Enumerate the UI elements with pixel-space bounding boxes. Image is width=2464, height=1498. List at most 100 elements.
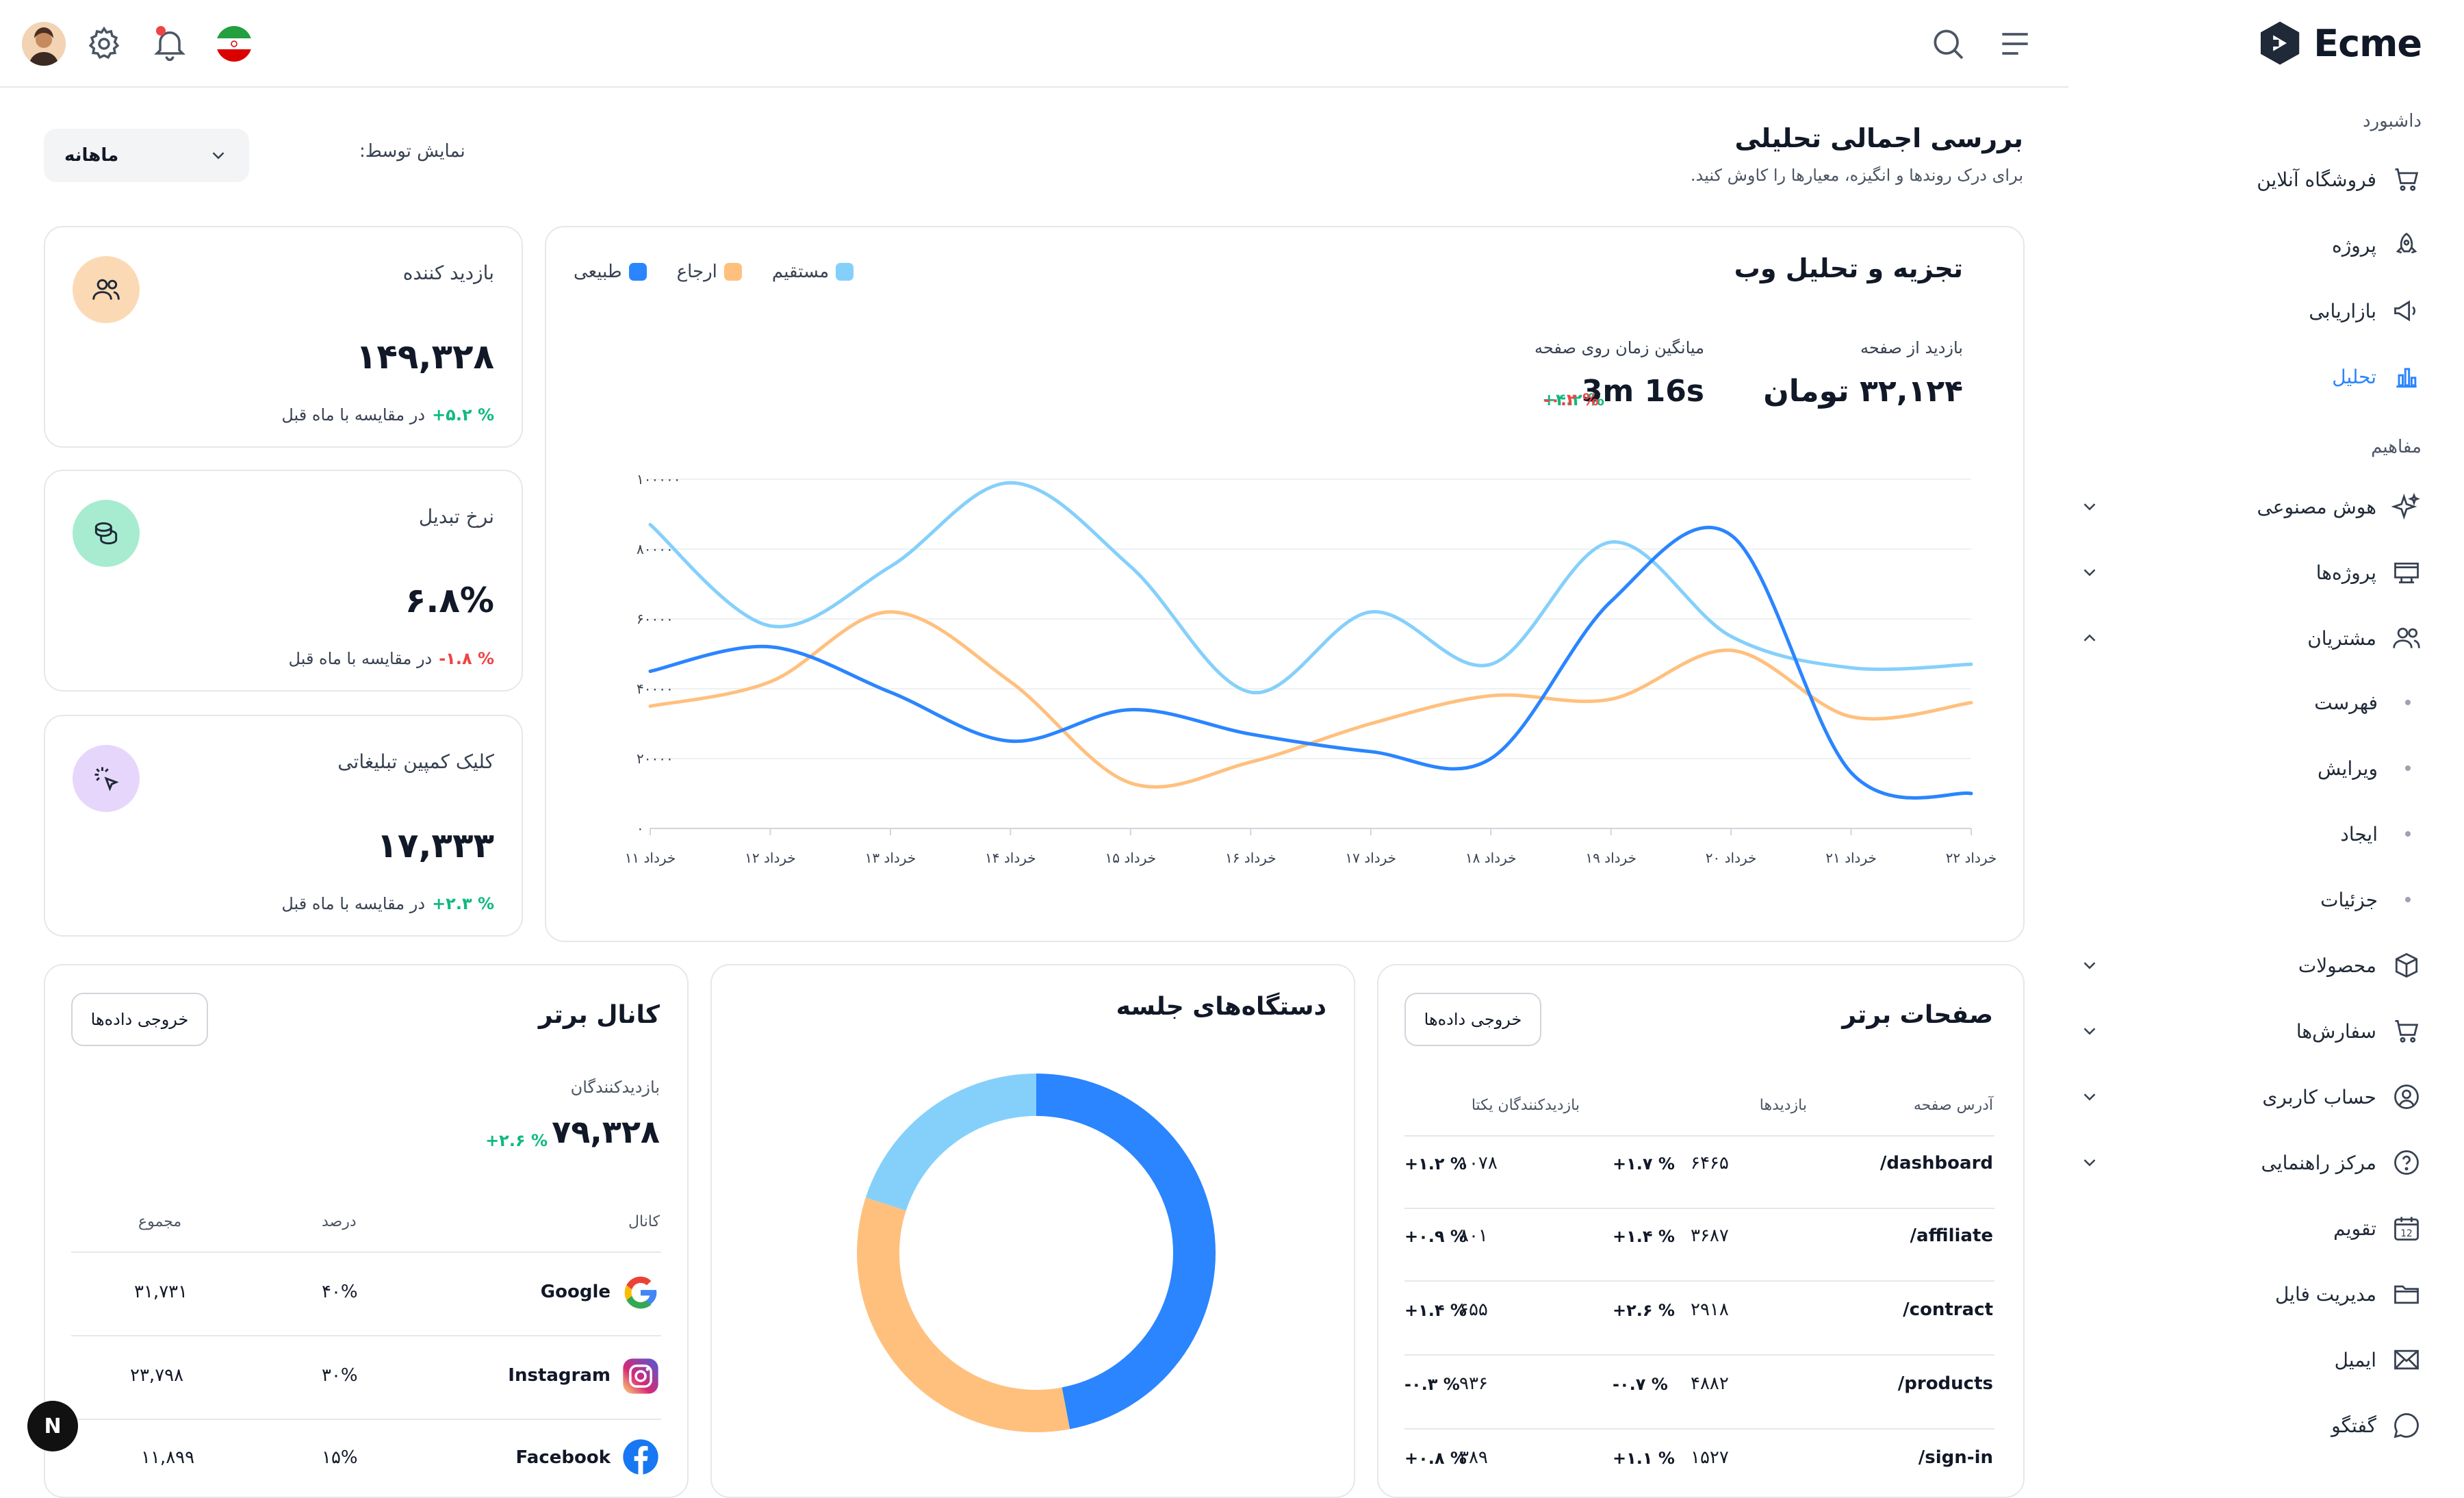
chevron-down-icon[interactable]: [2079, 562, 2100, 583]
sidebar-item-account[interactable]: حساب کاربری: [2079, 1075, 2422, 1119]
metric-avg-time-label: میانگین زمان روی صفحه: [1535, 338, 1704, 357]
sidebar-item-products[interactable]: محصولات: [2079, 943, 2422, 987]
chevron-down-icon[interactable]: [2079, 1152, 2100, 1173]
channel-total: ۲۳,۷۹۸: [130, 1365, 184, 1386]
bullet-dot: [2405, 765, 2411, 771]
sidebar-subitem-details[interactable]: جزئیات: [2079, 879, 2422, 920]
session-devices-title: دستگاه‌های جلسه: [1116, 993, 1326, 1021]
row-divider: [71, 1419, 661, 1420]
stat-change: -۱.۸ %: [439, 649, 494, 668]
sidebar-item-marketing[interactable]: بازاریابی: [2079, 289, 2422, 333]
donut-slice-0: [1036, 1074, 1216, 1430]
section-concepts: مفاهیم: [2371, 437, 2422, 457]
legend-item-referral[interactable]: ارجاع: [677, 262, 742, 282]
page-unique-change: -۰.۳ %: [1404, 1375, 1460, 1394]
sidebar-item-online-shop[interactable]: فروشگاه آنلاین: [2079, 157, 2422, 201]
top-pages-export-button[interactable]: خروجی داده‌ها: [1404, 993, 1541, 1046]
sidebar-item-help-center[interactable]: مرکز راهنمایی: [2079, 1141, 2422, 1184]
chevron-down-icon[interactable]: [2079, 1087, 2100, 1107]
sidebar-item-project[interactable]: پروژه: [2079, 223, 2422, 267]
projects-icon: [2394, 562, 2419, 584]
legend-swatch: [628, 263, 647, 281]
sidebar-item-label: گفتگو: [2331, 1414, 2376, 1437]
page-unique: ۹۳۶: [1459, 1373, 1488, 1394]
row-divider: [71, 1252, 661, 1253]
channel-name: Facebook: [515, 1447, 611, 1468]
avatar[interactable]: [22, 22, 66, 66]
avatar-image-icon: [22, 22, 66, 66]
x-tick-label: خرداد ۱۶: [1225, 850, 1276, 866]
chevron-up-icon[interactable]: [2079, 628, 2100, 648]
stat-compare-text: در مقایسه با ماه قبل: [281, 894, 426, 913]
chevron-down-icon[interactable]: [2079, 496, 2100, 517]
y-tick-label: ۰: [637, 820, 644, 837]
chevron-down-icon[interactable]: [2079, 1021, 2100, 1041]
cart-icon: [2395, 1019, 2419, 1043]
sidebar-item-projects[interactable]: پروژه‌ها: [2079, 550, 2422, 594]
sidebar-subitem-list[interactable]: فهرست: [2079, 682, 2422, 723]
page-views: ۲۹۱۸: [1691, 1299, 1729, 1320]
menu-icon[interactable]: [1996, 25, 2034, 63]
row-divider: [1404, 1280, 1994, 1282]
dev-tools-button[interactable]: N: [27, 1401, 78, 1451]
visitors-label: بازدیدکنندگان: [570, 1078, 660, 1097]
page-unique: ۳۸۹: [1459, 1447, 1488, 1468]
page-views-change: +۱.۴ %: [1613, 1227, 1675, 1246]
period-select[interactable]: ماهانه: [44, 129, 249, 182]
section-dashboard: داشبورد: [2363, 111, 2422, 131]
y-tick-label: ۲۰۰۰۰: [637, 750, 673, 767]
sidebar-item-calendar[interactable]: 12 تقویم: [2079, 1206, 2422, 1250]
sidebar-item-label: فروشگاه آنلاین: [2257, 168, 2376, 191]
app-name: Ecme: [2313, 21, 2422, 65]
topbar: [0, 0, 2068, 88]
sidebar-item-label: ایمیل: [2334, 1348, 2376, 1371]
logo[interactable]: Ecme: [2257, 15, 2422, 71]
legend-item-organic[interactable]: طبیعی: [574, 262, 647, 282]
page-unique-change: +۱.۴ %: [1404, 1301, 1467, 1320]
sidebar-subitem-label: جزئیات: [2320, 888, 2378, 911]
stat-card-ad-clicks: کلیک کمپین تبلیغاتی ۱۷,۳۳۳ +۲.۳ % در مقا…: [44, 715, 523, 937]
th-total: مجموع: [138, 1213, 182, 1230]
sidebar-subitem-edit[interactable]: ویرایش: [2079, 748, 2422, 789]
sidebar-item-chat[interactable]: گفتگو: [2079, 1404, 2422, 1447]
donut-slice-2: [865, 1074, 1036, 1211]
sidebar-item-ai[interactable]: هوش مصنوعی: [2079, 485, 2422, 529]
sidebar-item-customers[interactable]: مشتریان: [2079, 616, 2422, 660]
bullet-dot: [2405, 897, 2411, 902]
sidebar-subitem-label: ایجاد: [2340, 822, 2378, 846]
sidebar-subitem-label: فهرست: [2314, 691, 2378, 714]
x-tick-label: خرداد ۱۵: [1105, 850, 1157, 866]
th-channel: کانال: [628, 1213, 660, 1230]
legend-item-direct[interactable]: مستقیم: [772, 262, 854, 282]
page-unique-change: +۰.۸ %: [1404, 1449, 1467, 1468]
sidebar-item-orders[interactable]: سفارش‌ها: [2079, 1009, 2422, 1053]
stat-compare-text: در مقایسه با ماه قبل: [281, 405, 426, 424]
legend-label: مستقیم: [771, 262, 830, 282]
google-icon: [624, 1276, 657, 1309]
session-devices-donut-chart[interactable]: [851, 1068, 1221, 1438]
row-divider: [1404, 1208, 1994, 1209]
gear-icon[interactable]: [85, 25, 123, 63]
bullet-dot: [2405, 831, 2411, 837]
web-analytics-card: [545, 226, 2025, 942]
chevron-down-icon[interactable]: [2079, 955, 2100, 976]
sidebar-subitem-create[interactable]: ایجاد: [2079, 813, 2422, 854]
sidebar-item-analytics[interactable]: تحلیل: [2079, 355, 2422, 398]
web-analytics-title: تجزیه و تحلیل وب: [1734, 253, 1963, 283]
page-unique: ۱۰۷۸: [1459, 1153, 1498, 1173]
sidebar-item-label: بازاریابی: [2309, 299, 2376, 322]
notification-button[interactable]: [151, 25, 189, 63]
page-views: ۱۵۲۷: [1691, 1447, 1729, 1468]
sidebar-item-label: هوش مصنوعی: [2257, 495, 2376, 518]
stat-value: ۱۴۹,۳۲۸: [355, 337, 494, 377]
search-icon[interactable]: [1929, 25, 1967, 63]
sidebar-item-label: مدیریت فایل: [2274, 1282, 2376, 1306]
sidebar: Ecme داشبورد فروشگاه آنلاین پروژه بازاری…: [2068, 0, 2464, 1478]
sidebar-item-file-manager[interactable]: مدیریت فایل: [2079, 1272, 2422, 1316]
top-channel-export-button[interactable]: خروجی داده‌ها: [71, 993, 208, 1046]
language-flag[interactable]: [216, 26, 252, 62]
top-channel-title: کانال برتر: [538, 1001, 660, 1029]
sidebar-item-email[interactable]: ایمیل: [2079, 1338, 2422, 1382]
page-unique: ۸۰۱: [1459, 1226, 1488, 1246]
